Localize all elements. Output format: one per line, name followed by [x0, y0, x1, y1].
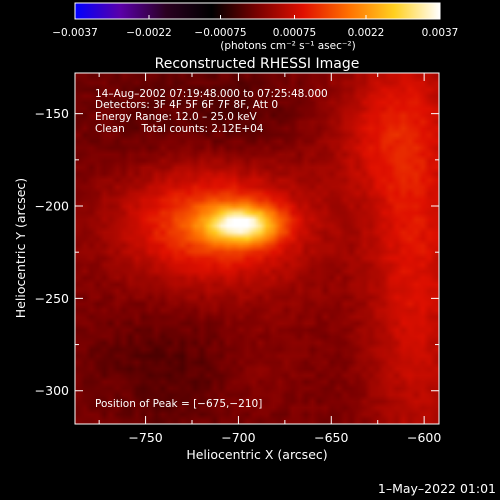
annotation-energy-range: Energy Range: 12.0 – 25.0 keV	[95, 111, 257, 123]
annotation-detectors: Detectors: 3F 4F 5F 6F 7F 8F, Att 0	[95, 99, 278, 111]
colorbar: −0.0037 −0.0022 −0.00075 0.00075 0.0022 0.003…	[52, 2, 458, 52]
peak-position-label: Position of Peak = [−675,−210]	[95, 398, 262, 410]
x-tick-label: −700	[221, 430, 255, 445]
colorbar-gradient	[74, 2, 441, 20]
colorbar-unit-label: (photons cm⁻² s⁻¹ asec⁻²)	[220, 40, 355, 52]
annotation-clean-counts: Clean Total counts: 2.12E+04	[95, 123, 264, 135]
colorbar-tick-label: −0.0022	[126, 27, 172, 39]
colorbar-tick-label: 0.0022	[348, 27, 385, 39]
colorbar-tick-label: 0.0037	[422, 27, 459, 39]
y-tick-label: −250	[35, 291, 69, 306]
annotations: 14–Aug–2002 07:19:48.000 to 07:25:48.000…	[95, 88, 328, 410]
footer-date: 1–May–2022 01:01	[378, 481, 496, 496]
chart-title: Reconstructed RHESSI Image	[155, 56, 360, 72]
y-axis-label: Heliocentric Y (arcsec)	[13, 178, 28, 318]
annotation-time-range: 14–Aug–2002 07:19:48.000 to 07:25:48.000	[95, 88, 328, 100]
colorbar-tick-label: −0.00075	[194, 27, 246, 39]
x-axis-label: Heliocentric X (arcsec)	[186, 447, 327, 462]
x-tick-label: −650	[314, 430, 348, 445]
colorbar-tick-label: 0.00075	[273, 27, 316, 39]
plot-frame	[74, 72, 440, 425]
heatmap-area: −750 −700 −650 −600 −150 −200 −250 −300	[35, 72, 441, 445]
heatmap-image	[75, 73, 439, 424]
y-tick-label: −200	[35, 199, 69, 214]
x-tick-label: −600	[407, 430, 441, 445]
y-tick-label: −150	[35, 106, 69, 121]
colorbar-tick-label: −0.0037	[52, 27, 98, 39]
x-tick-label: −750	[128, 430, 162, 445]
axes: −750 −700 −650 −600 −150 −200 −250 −300	[35, 73, 441, 445]
y-tick-label: −300	[35, 383, 69, 398]
colorbar-ticks: −0.0037 −0.0022 −0.00075 0.00075 0.0022 0.003…	[52, 15, 458, 39]
